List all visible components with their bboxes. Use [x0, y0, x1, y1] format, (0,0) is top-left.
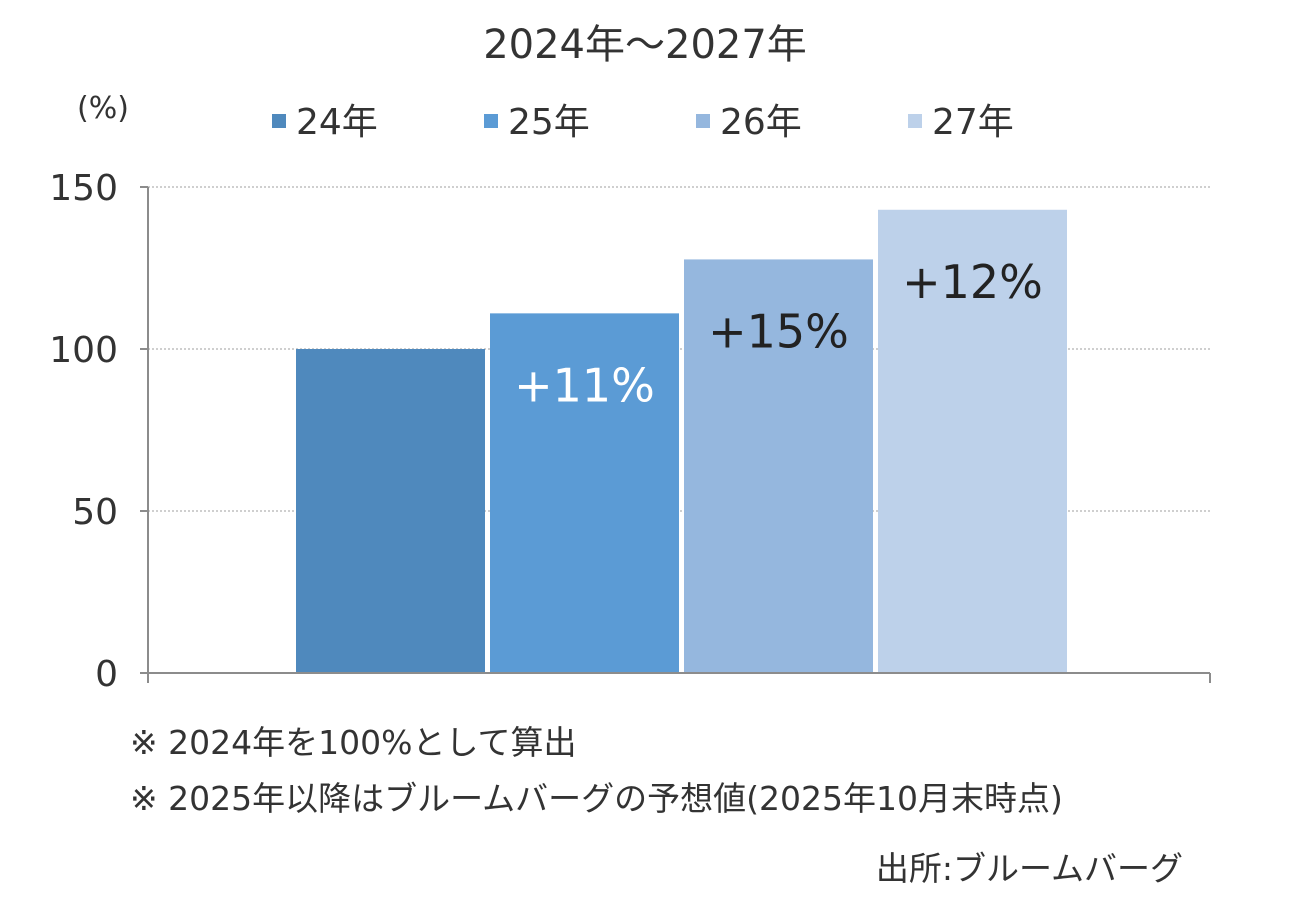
axes — [140, 186, 1211, 683]
data-label: +15% — [708, 304, 849, 358]
note-1: ※ 2024年を100%として算出 — [130, 723, 576, 762]
legend: 24年 25年 26年 27年 — [272, 102, 1014, 143]
source-note: 出所:ブルームバーグ — [876, 849, 1183, 888]
legend-swatch — [908, 114, 922, 128]
bar — [878, 209, 1067, 673]
legend-label: 25年 — [508, 102, 590, 143]
note-2: ※ 2025年以降はブルームバーグの予想値(2025年10月末時点) — [130, 779, 1063, 818]
legend-swatch — [484, 114, 498, 128]
legend-swatch — [696, 114, 710, 128]
bar — [490, 313, 679, 673]
y-tick-label: 150 — [49, 168, 118, 209]
y-axis-unit: (%) — [77, 91, 129, 126]
data-labels: +11% +15% +12% — [514, 255, 1043, 413]
legend-label: 26年 — [720, 102, 802, 143]
y-tick-label: 0 — [95, 654, 118, 695]
bar — [684, 259, 873, 673]
y-tick-label: 100 — [49, 330, 118, 371]
y-tick-label: 50 — [72, 492, 118, 533]
data-label: +11% — [514, 358, 655, 412]
legend-label: 27年 — [932, 102, 1014, 143]
data-label: +12% — [902, 255, 1043, 309]
y-tick-labels: 0 50 100 150 — [49, 168, 118, 695]
bar — [296, 349, 485, 673]
chart-title: 2024年〜2027年 — [483, 22, 807, 68]
legend-label: 24年 — [296, 102, 378, 143]
bars — [296, 209, 1067, 673]
legend-swatch — [272, 114, 286, 128]
